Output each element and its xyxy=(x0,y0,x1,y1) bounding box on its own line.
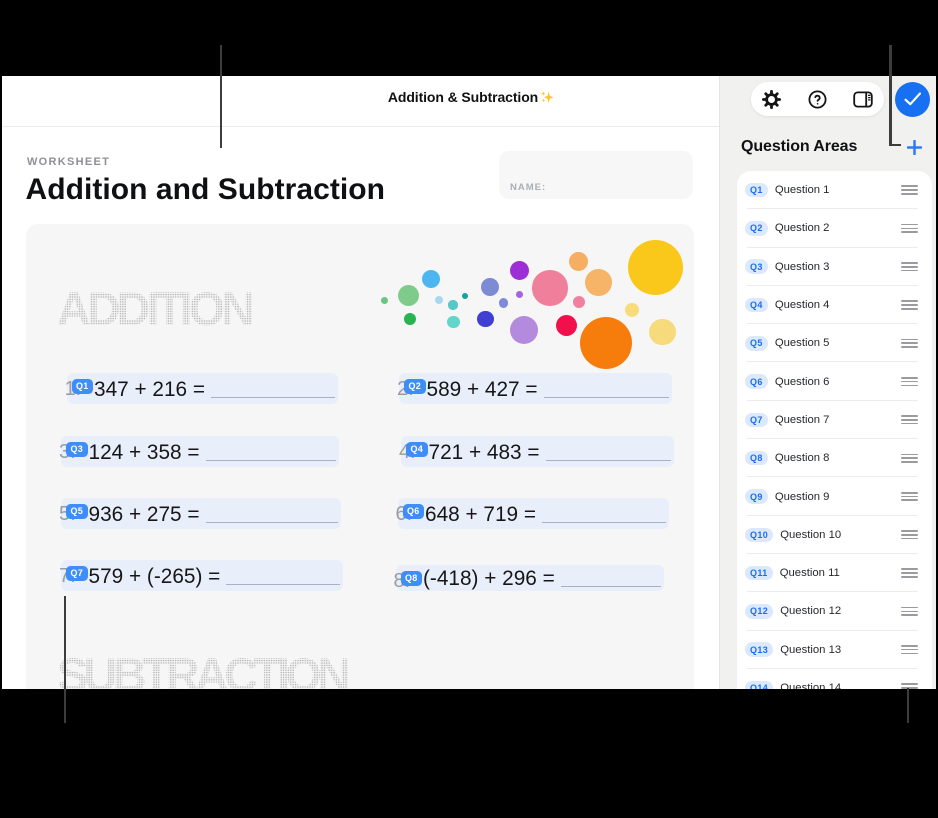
svg-text:ADDITION: ADDITION xyxy=(57,284,255,332)
svg-text:SUBTRACTION: SUBTRACTION xyxy=(57,650,351,689)
